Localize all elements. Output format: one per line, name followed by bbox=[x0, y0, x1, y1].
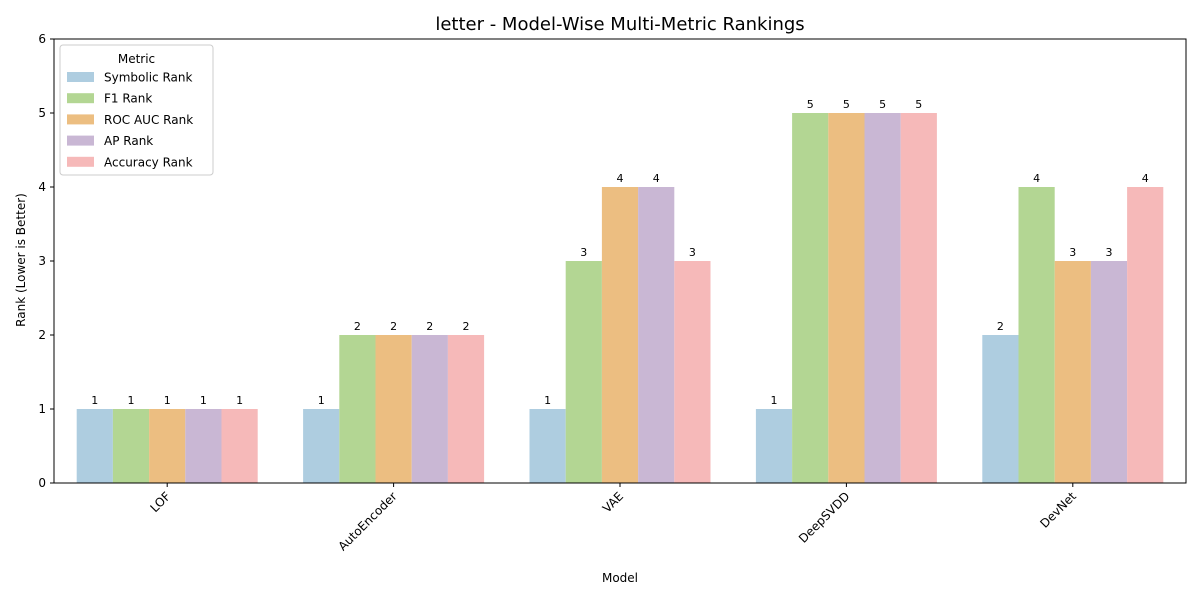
y-tick-label: 4 bbox=[38, 180, 46, 194]
y-axis-title: Rank (Lower is Better) bbox=[14, 193, 28, 327]
bar bbox=[674, 261, 711, 483]
bar-value-label: 1 bbox=[771, 394, 778, 407]
bar bbox=[864, 113, 901, 483]
bar bbox=[221, 409, 258, 483]
legend-entry: AP Rank bbox=[104, 134, 153, 148]
bar-value-label: 5 bbox=[915, 98, 922, 111]
bar-value-label: 1 bbox=[236, 394, 243, 407]
legend: Metric Symbolic Rank F1 Rank ROC AUC Rank AP… bbox=[59, 44, 214, 176]
plot-area: 1 1 1 1 2 1 2 3 5 4 1 2 4 5 3 1 2 4 5 3 1 2 3 5 4 0 1 2 3 4 5 6 LOF AutoE… bbox=[38, 32, 1187, 554]
x-tick-label: DevNet bbox=[1037, 489, 1079, 531]
bar bbox=[411, 335, 448, 483]
bar bbox=[1018, 187, 1055, 483]
bar-value-label: 2 bbox=[426, 320, 433, 333]
bar bbox=[375, 335, 412, 483]
y-tick-label: 2 bbox=[38, 328, 46, 342]
bar bbox=[900, 113, 937, 483]
bar-value-label: 5 bbox=[843, 98, 850, 111]
bar bbox=[529, 409, 566, 483]
x-tick-label: LOF bbox=[147, 489, 173, 515]
bar bbox=[828, 113, 865, 483]
series-accuracy-rank: 1 2 3 5 4 bbox=[221, 98, 1164, 483]
bar-value-label: 4 bbox=[653, 172, 660, 185]
legend-title: Metric bbox=[118, 52, 155, 66]
y-tick-label: 3 bbox=[38, 254, 46, 268]
bar-value-label: 5 bbox=[807, 98, 814, 111]
series-ap-rank: 1 2 4 5 3 bbox=[185, 98, 1128, 483]
bar-value-label: 2 bbox=[354, 320, 361, 333]
legend-swatch bbox=[67, 156, 94, 167]
bar-value-label: 3 bbox=[1069, 246, 1076, 259]
bar bbox=[1090, 261, 1128, 483]
x-tick-label: AutoEncoder bbox=[335, 489, 399, 553]
legend-swatch bbox=[67, 72, 94, 82]
y-tick-label: 0 bbox=[38, 476, 46, 490]
bar bbox=[565, 261, 602, 483]
y-tick-label: 1 bbox=[38, 402, 46, 416]
y-tick-label: 6 bbox=[38, 32, 46, 46]
bar bbox=[112, 409, 150, 483]
legend-entry: F1 Rank bbox=[104, 92, 152, 106]
x-tick-label: DeepSVDD bbox=[796, 489, 853, 546]
bar bbox=[755, 409, 793, 483]
bar bbox=[149, 409, 186, 483]
bar bbox=[1127, 187, 1164, 483]
bar bbox=[601, 187, 639, 483]
bar bbox=[792, 113, 829, 483]
bar-value-label: 4 bbox=[617, 172, 624, 185]
bar bbox=[185, 409, 222, 483]
bar bbox=[76, 409, 113, 483]
bar-value-label: 3 bbox=[580, 246, 587, 259]
series-symbolic-rank: 1 1 1 1 2 bbox=[76, 320, 1019, 483]
bar-value-label: 5 bbox=[879, 98, 886, 111]
legend-entry: ROC AUC Rank bbox=[104, 113, 193, 127]
bar-value-label: 1 bbox=[128, 394, 135, 407]
bar bbox=[638, 187, 675, 483]
x-tick-label: VAE bbox=[600, 489, 626, 515]
bar-value-label: 3 bbox=[689, 246, 696, 259]
bar bbox=[1054, 261, 1091, 483]
bar-value-label: 4 bbox=[1033, 172, 1040, 185]
bar-value-label: 3 bbox=[1106, 246, 1113, 259]
bar-value-label: 4 bbox=[1142, 172, 1149, 185]
bar-value-label: 1 bbox=[91, 394, 98, 407]
bar-value-label: 1 bbox=[318, 394, 325, 407]
legend-entry: Accuracy Rank bbox=[104, 155, 193, 169]
y-tick-label: 5 bbox=[38, 106, 46, 120]
bar-value-label: 1 bbox=[200, 394, 207, 407]
bar-value-label: 2 bbox=[997, 320, 1004, 333]
chart-title: letter - Model-Wise Multi-Metric Ranking… bbox=[435, 14, 804, 35]
bar-value-label: 1 bbox=[544, 394, 551, 407]
bar-value-label: 2 bbox=[390, 320, 397, 333]
legend-frame bbox=[59, 44, 214, 176]
bar bbox=[339, 335, 376, 483]
bar-value-label: 2 bbox=[463, 320, 470, 333]
legend-swatch bbox=[67, 114, 94, 125]
bar bbox=[982, 335, 1019, 483]
legend-swatch bbox=[67, 135, 94, 146]
legend-entry: Symbolic Rank bbox=[104, 71, 192, 85]
bar bbox=[303, 409, 340, 483]
bar bbox=[447, 335, 485, 483]
legend-swatch bbox=[67, 93, 94, 104]
bar-value-label: 1 bbox=[164, 394, 171, 407]
series-roc-auc-rank: 1 2 4 5 3 bbox=[149, 98, 1091, 483]
series-f1-rank: 1 2 3 5 4 bbox=[112, 98, 1055, 483]
x-axis-title: Model bbox=[602, 571, 638, 585]
